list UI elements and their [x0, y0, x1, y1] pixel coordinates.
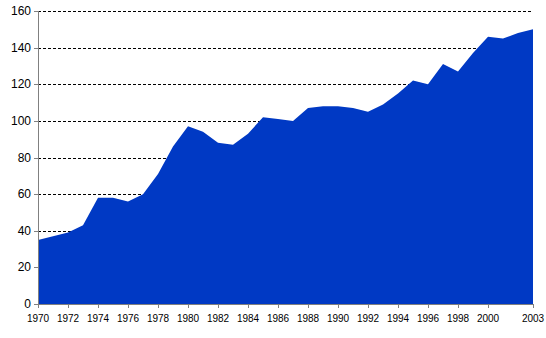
y-tick-label: 140 — [11, 41, 31, 55]
x-tick-label: 1972 — [57, 313, 80, 324]
x-tick-label: 1996 — [417, 313, 440, 324]
x-tick — [68, 304, 69, 308]
y-tick-label: 0 — [24, 297, 31, 311]
y-tick-label: 100 — [11, 114, 31, 128]
x-tick-label: 1988 — [297, 313, 320, 324]
x-tick — [38, 304, 39, 308]
x-tick — [488, 304, 489, 308]
plot-area — [38, 29, 533, 304]
x-tick — [248, 304, 249, 308]
x-tick — [158, 304, 159, 308]
x-tick-label: 1982 — [207, 313, 230, 324]
area — [38, 29, 533, 304]
x-tick — [128, 304, 129, 308]
chart-svg: 0 20 40 60 80 100 120 140 160 1970 1972 1974 1976 197… — [0, 0, 546, 338]
x-tick-label: 1984 — [237, 313, 260, 324]
x-tick-label: 1970 — [27, 313, 50, 324]
y-tick-label: 120 — [11, 77, 31, 91]
y-tick — [34, 84, 38, 85]
x-tick — [368, 304, 369, 308]
x-tick-label: 1994 — [387, 313, 410, 324]
y-tick — [34, 48, 38, 49]
x-tick — [398, 304, 399, 308]
y-tick — [34, 304, 38, 305]
x-tick-label: 1998 — [447, 313, 470, 324]
grid-line — [38, 11, 533, 12]
x-tick — [338, 304, 339, 308]
x-tick — [278, 304, 279, 308]
x-tick-label: 1992 — [357, 313, 380, 324]
x-tick-label: 1974 — [87, 313, 110, 324]
x-tick — [188, 304, 189, 308]
y-tick — [34, 158, 38, 159]
axes: 0 20 40 60 80 100 120 140 160 1970 1972 1974 1976 197… — [11, 4, 545, 324]
x-tick-label: 1986 — [267, 313, 290, 324]
grid-line — [38, 48, 533, 49]
x-tick — [98, 304, 99, 308]
y-axis-line — [38, 11, 39, 304]
x-tick — [533, 304, 534, 308]
y-tick-label: 20 — [18, 260, 32, 274]
x-tick-label: 1978 — [147, 313, 170, 324]
x-tick-label: 2000 — [477, 313, 500, 324]
y-tick — [34, 194, 38, 195]
x-tick — [308, 304, 309, 308]
x-tick — [428, 304, 429, 308]
y-tick-label: 60 — [18, 187, 32, 201]
x-tick-label: 1980 — [177, 313, 200, 324]
x-tick — [458, 304, 459, 308]
x-tick — [218, 304, 219, 308]
y-tick — [34, 121, 38, 122]
x-tick-label: 1976 — [117, 313, 140, 324]
x-tick-label: 1990 — [327, 313, 350, 324]
y-tick-label: 80 — [18, 151, 32, 165]
x-tick-label: 2003 — [522, 313, 545, 324]
y-tick-label: 160 — [11, 4, 31, 18]
chart-container: 0 20 40 60 80 100 120 140 160 1970 1972 1974 1976 197… — [0, 0, 546, 338]
y-tick-label: 40 — [18, 224, 32, 238]
y-tick — [34, 267, 38, 268]
y-tick — [34, 11, 38, 12]
y-tick — [34, 231, 38, 232]
